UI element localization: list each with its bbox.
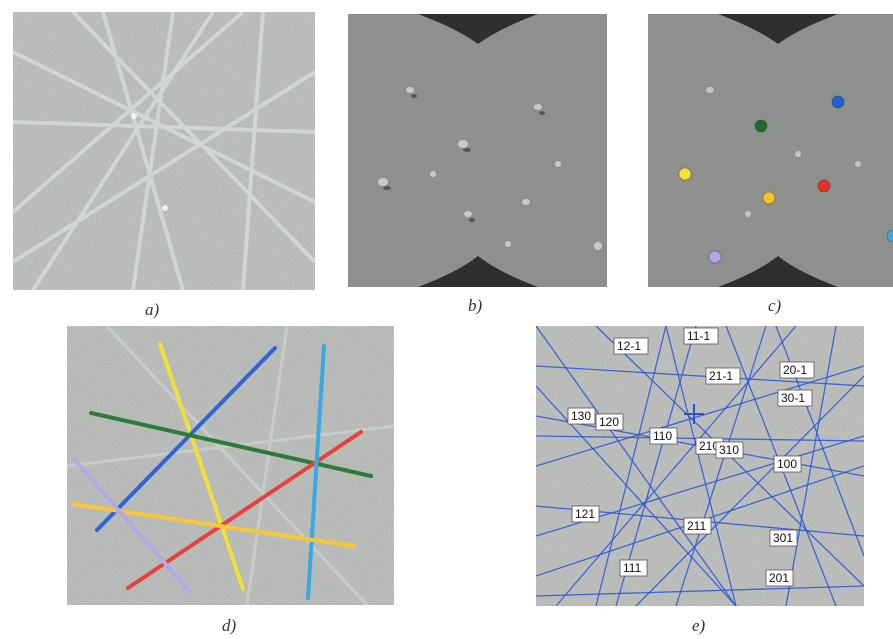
kikuchi-band-line	[785, 326, 837, 606]
detected-band-line	[89, 411, 373, 478]
miller-index-label: 130	[567, 407, 596, 425]
miller-index-label: 111	[619, 559, 648, 577]
panel-e-figure: 11-1 12-1 21-1 20-1 30-1 130 120 110 210 310 100 12…	[536, 326, 864, 606]
caption-d: d)	[222, 616, 237, 635]
detected-band-line	[95, 346, 277, 532]
caption-e: e)	[692, 616, 706, 635]
panel-d-figure	[67, 326, 394, 605]
miller-index-label: 11-1	[683, 327, 719, 345]
miller-index-label: 201	[765, 569, 794, 587]
miller-index-label: 121	[571, 505, 600, 523]
svg-text:201: 201	[769, 571, 789, 585]
svg-text:121: 121	[575, 507, 595, 521]
hough-peak-marker	[754, 119, 768, 133]
caption-c: c)	[768, 296, 782, 315]
hough-peak-marker	[817, 179, 831, 193]
miller-index-label: 100	[773, 455, 802, 473]
miller-index-label: 120	[595, 413, 624, 431]
kikuchi-band-line	[536, 365, 864, 467]
kikuchi-band-line	[555, 326, 797, 606]
kikuchi-band-line	[536, 585, 864, 597]
pattern-center-marker	[684, 404, 704, 424]
detected-band-line	[72, 457, 192, 594]
panel-d-detected-bands	[67, 326, 394, 605]
miller-index-label: 211	[683, 517, 712, 535]
miller-index-label: 110	[649, 427, 678, 445]
svg-text:120: 120	[599, 415, 619, 429]
hough-peak-marker	[831, 95, 845, 109]
kikuchi-band-line	[675, 326, 767, 606]
kikuchi-band-line	[536, 326, 737, 606]
miller-index-label: 21-1	[705, 367, 741, 385]
svg-text:310: 310	[719, 443, 739, 457]
svg-text:20-1: 20-1	[783, 363, 807, 377]
miller-index-label: 310	[715, 441, 744, 459]
svg-text:301: 301	[773, 531, 793, 545]
svg-text:110: 110	[653, 429, 672, 443]
kikuchi-band-line	[665, 326, 737, 606]
caption-b: b)	[468, 296, 483, 315]
hough-peak-marker	[708, 250, 722, 264]
svg-text:211: 211	[687, 519, 706, 533]
svg-text:21-1: 21-1	[709, 369, 733, 383]
miller-index-label: 30-1	[777, 389, 813, 407]
miller-index-label: 12-1	[613, 337, 649, 355]
panel-c-figure	[648, 14, 893, 287]
miller-index-label: 20-1	[779, 361, 815, 379]
kikuchi-band-line	[595, 326, 667, 606]
hough-peak-marker	[678, 167, 692, 181]
detected-band-line	[306, 344, 326, 600]
svg-text:100: 100	[777, 457, 797, 471]
panel-a-kikuchi-pattern	[13, 12, 315, 290]
panel-b-hough-transform	[348, 14, 607, 287]
kikuchi-band-line	[635, 375, 864, 606]
panel-a-figure	[13, 12, 315, 290]
hough-peak-marker	[762, 191, 776, 205]
svg-text:30-1: 30-1	[781, 391, 805, 405]
svg-text:12-1: 12-1	[617, 339, 641, 353]
svg-text:11-1: 11-1	[687, 329, 710, 343]
svg-text:111: 111	[623, 561, 642, 575]
detected-band-line	[158, 342, 245, 591]
kikuchi-band-line	[615, 326, 697, 606]
svg-text:210: 210	[699, 439, 719, 453]
miller-index-label: 301	[769, 529, 798, 547]
detected-band-line	[126, 430, 363, 590]
caption-a: a)	[145, 300, 160, 319]
panel-c-hough-peaks	[648, 14, 893, 287]
hough-peak-marker	[886, 229, 893, 243]
svg-text:130: 130	[571, 409, 591, 423]
panel-b-figure	[348, 14, 607, 287]
